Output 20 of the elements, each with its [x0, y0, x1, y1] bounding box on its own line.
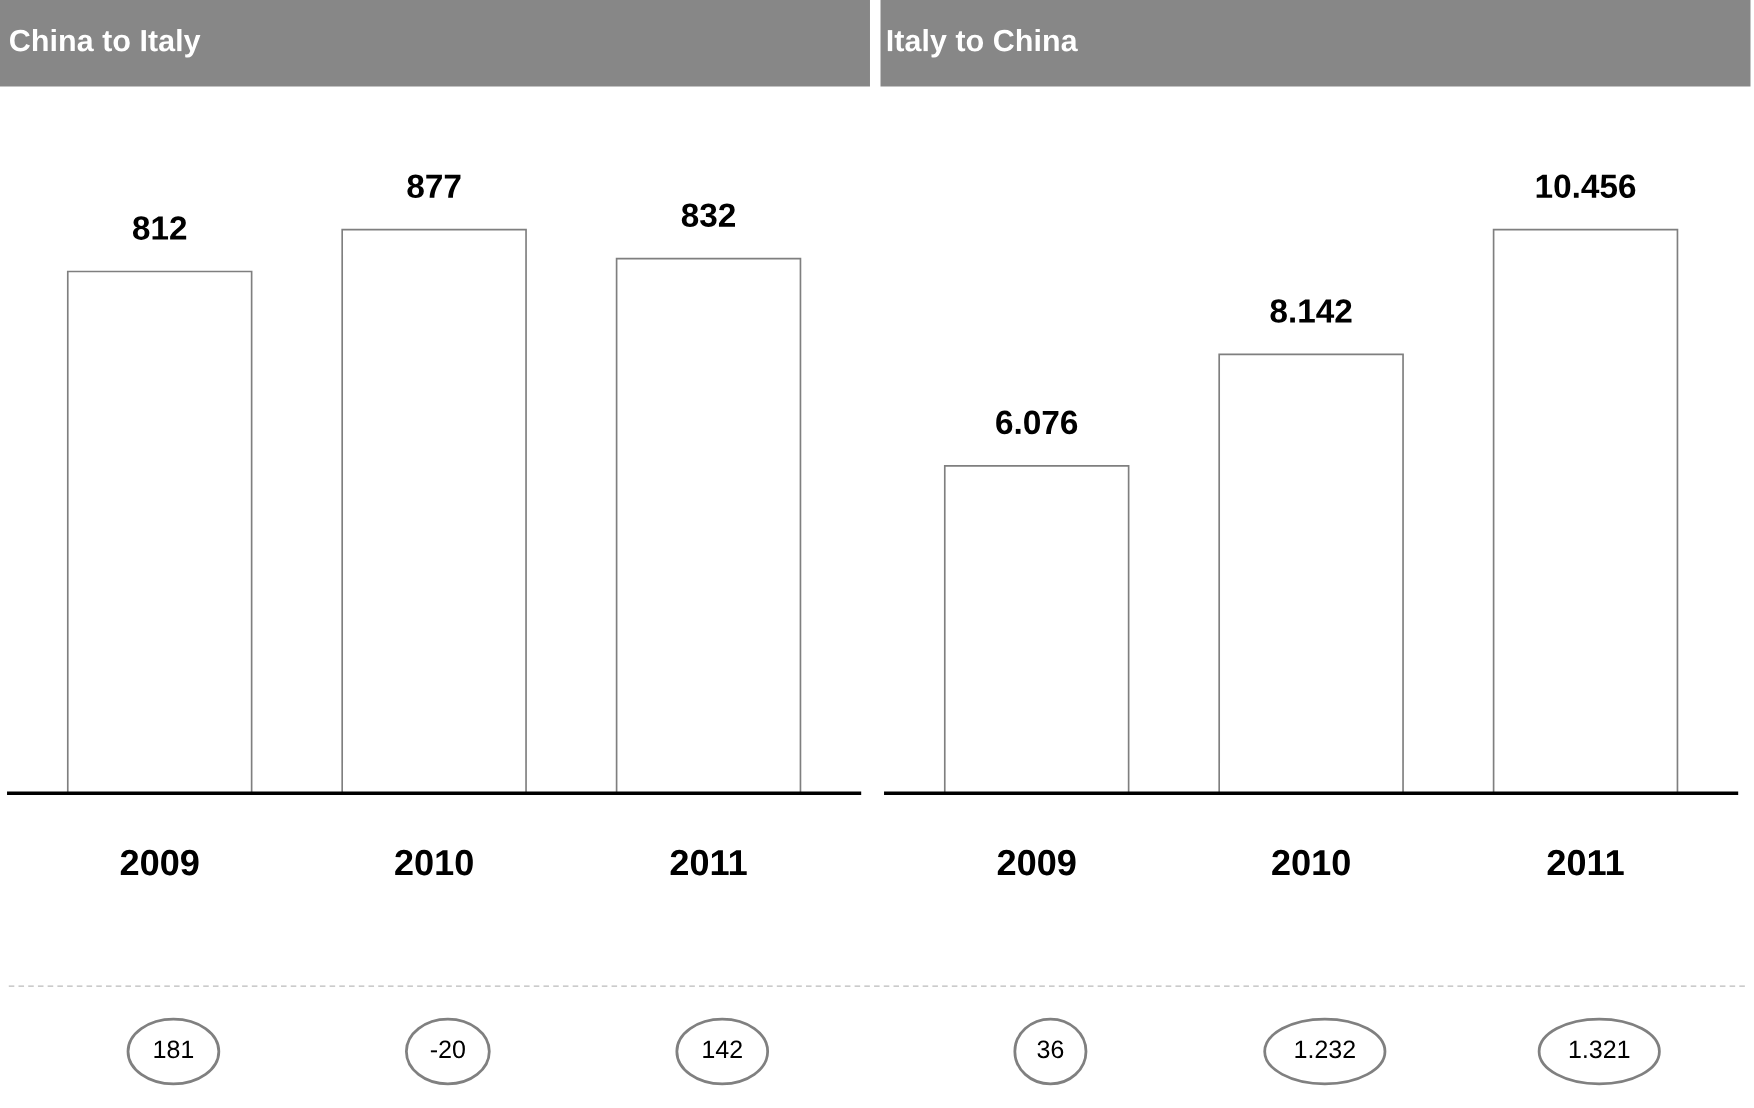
x-tick-label: 2009	[120, 849, 199, 876]
x-tick-label: 2010	[1272, 849, 1350, 876]
data-label: 10.456	[1536, 174, 1636, 199]
text: -20	[430, 1040, 465, 1059]
chart-title: China to Italy	[10, 28, 201, 58]
x-tick-label: 2011	[670, 849, 747, 876]
chart-title: Italy to China	[887, 28, 1078, 58]
data-label: 8.142	[1270, 299, 1352, 323]
data-label: 832	[681, 203, 736, 228]
text: 1.232	[1295, 1040, 1355, 1059]
text: 1.321	[1569, 1040, 1630, 1059]
text: 181	[154, 1040, 194, 1059]
x-tick-label: 2009	[997, 849, 1076, 876]
x-tick-label: 2010	[395, 849, 473, 876]
data-label: 6.076	[996, 410, 1078, 435]
text: 36	[1037, 1040, 1064, 1059]
text: 142	[703, 1040, 742, 1058]
x-tick-label: 2011	[1547, 849, 1624, 876]
data-label: 812	[132, 216, 187, 240]
data-label: 877	[407, 174, 461, 199]
